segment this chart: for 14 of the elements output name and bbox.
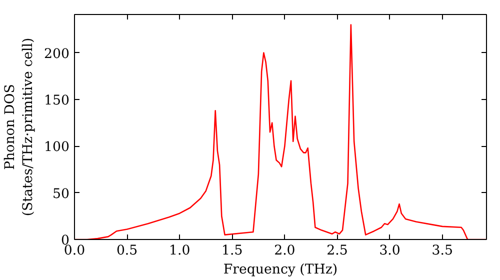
x-tick-label: 2.5 xyxy=(326,244,348,258)
x-tick-label: 2.0 xyxy=(274,244,296,258)
y-tick-label: 100 xyxy=(44,140,70,156)
x-tick-label: 3.0 xyxy=(379,244,400,258)
x-axis-title: Frequency (THz) xyxy=(223,262,338,278)
x-tick-label: 1.0 xyxy=(169,244,190,258)
y-tick-label: 50 xyxy=(52,186,70,202)
y-tick-label: 150 xyxy=(44,93,70,108)
x-tick-label: 0.5 xyxy=(116,244,138,258)
y-tick-label: 200 xyxy=(44,46,70,62)
x-tick-label: 3.5 xyxy=(432,244,453,258)
y-axis-title: Phonon DOS (States/THz·primitive cell) xyxy=(3,38,36,216)
x-tick-label: 1.5 xyxy=(222,244,243,258)
x-tick-label: 0.0 xyxy=(64,244,86,258)
